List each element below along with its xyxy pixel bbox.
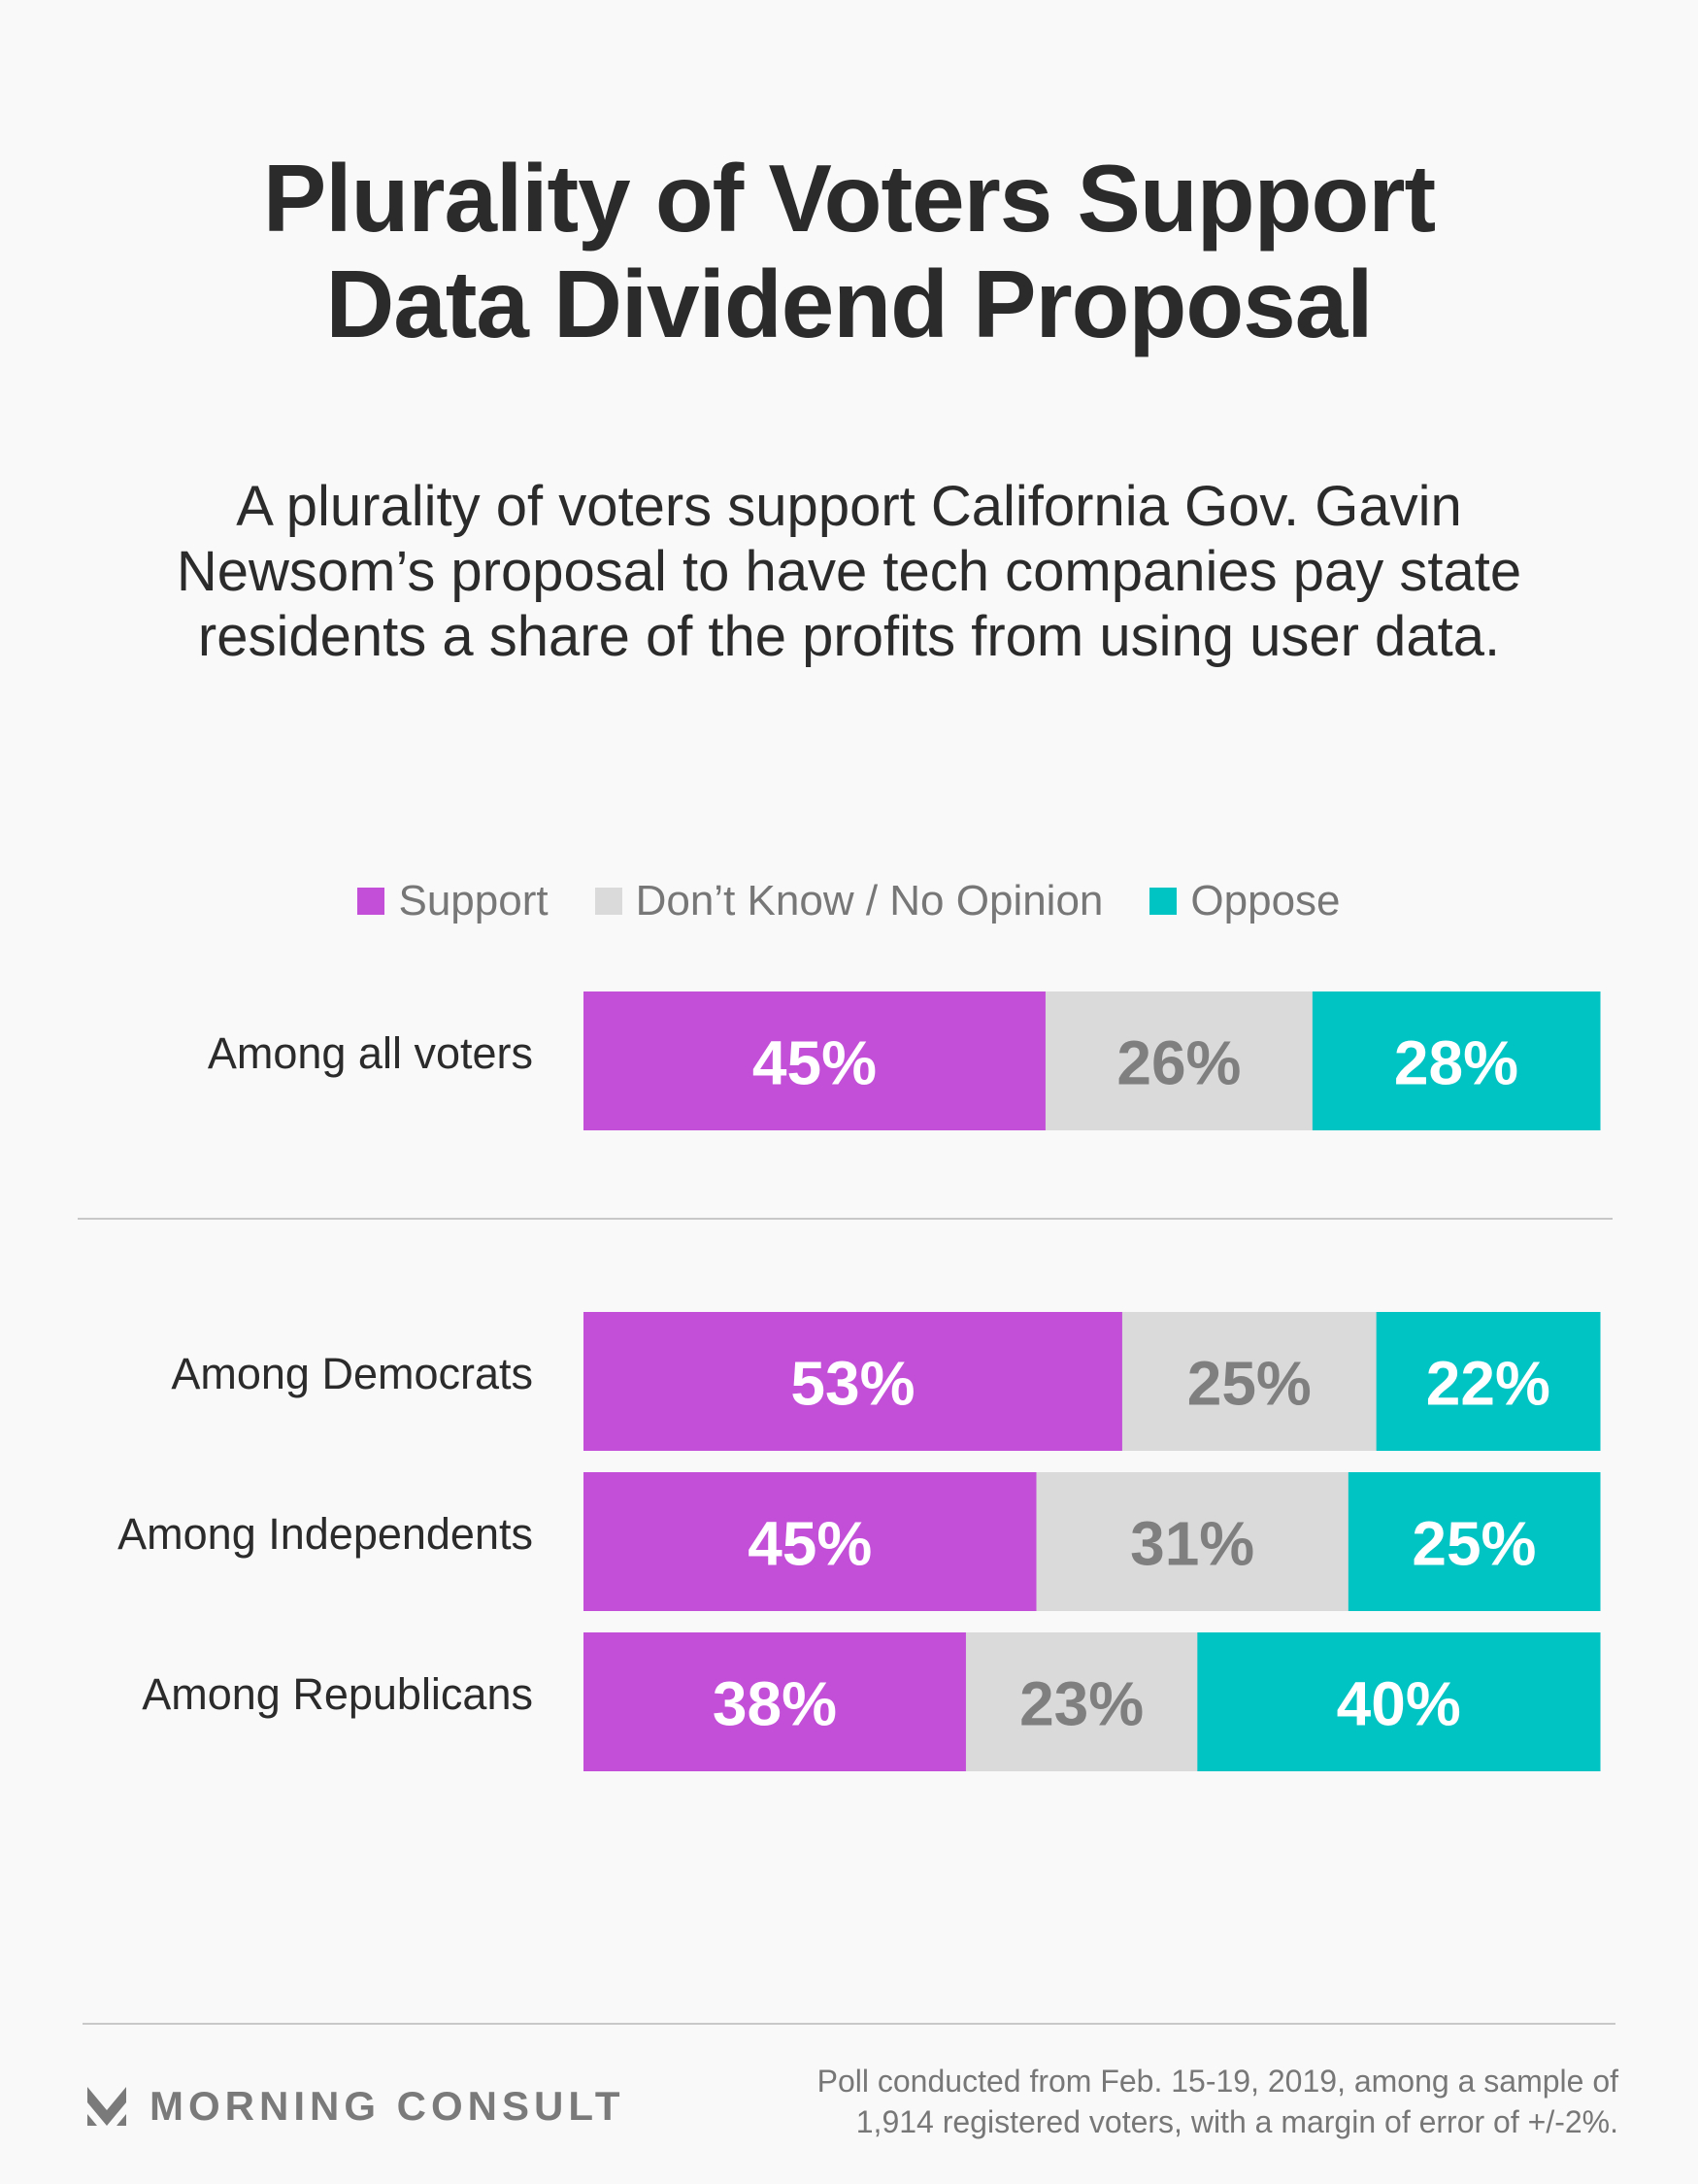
value-label-support-all-voters: 45% [752,1028,877,1098]
legend-item-dont-know: Don’t Know / No Opinion [594,874,1104,928]
legend-swatch-oppose [1149,888,1178,915]
row-label-democrats: Among Democrats [171,1348,533,1398]
brand-name: MORNING CONSULT [150,2083,625,2129]
bar-segment-support-republicans [583,1632,967,1771]
legend-item-support: Support [357,874,549,928]
value-label-dont-know-independents: 31% [1130,1509,1254,1579]
legend-label-dont-know: Don’t Know / No Opinion [635,877,1104,924]
value-label-support-independents: 45% [748,1509,872,1579]
bar-segment-dont-know-democrats [1121,1312,1378,1451]
bar-segment-dont-know-independents [1036,1472,1349,1611]
value-label-oppose-all-voters: 28% [1394,1028,1518,1098]
value-label-support-republicans: 38% [713,1669,837,1739]
value-label-oppose-independents: 25% [1412,1509,1536,1579]
row-label-all-voters: Among all voters [207,1027,533,1078]
legend-swatch-support [357,888,385,915]
footer-divider [83,2023,1615,2025]
value-label-dont-know-republicans: 23% [1019,1669,1144,1739]
brand-logo: MORNING CONSULT [87,2086,625,2127]
chart-title-line-2: Data Dividend Proposal [325,251,1373,357]
bar-row-independents: 45% 31% 25% [583,1472,1601,1611]
value-label-dont-know-democrats: 25% [1187,1349,1312,1419]
legend-swatch-dont-know [594,888,622,915]
footnote-line-1: Poll conducted from Feb. 15-19, 2019, am… [816,2064,1618,2099]
bar-segment-dont-know-republicans [965,1632,1198,1771]
subtitle-line-1: A plurality of voters support California… [236,475,1462,538]
bar-row-democrats: 53% 25% 22% [583,1312,1601,1451]
bar-segment-oppose-independents [1348,1472,1601,1611]
bar-segment-support-democrats [583,1312,1123,1451]
footnote: Poll conducted from Feb. 15-19, 2019, am… [817,2061,1618,2142]
row-label-independents: Among Independents [117,1508,533,1559]
chart-subtitle: A plurality of voters support California… [0,474,1698,669]
bar-segment-oppose-democrats [1376,1312,1601,1451]
bar-segment-oppose-republicans [1197,1632,1601,1771]
value-label-support-democrats: 53% [790,1349,915,1419]
value-label-oppose-democrats: 22% [1426,1349,1550,1419]
legend-item-oppose: Oppose [1149,874,1341,928]
bar-row-republicans: 38% 23% 40% [583,1632,1601,1771]
section-divider [78,1218,1613,1220]
legend-label-support: Support [398,877,549,924]
subtitle-line-2: Newsom’s proposal to have tech companies… [176,540,1522,603]
legend: Support Don’t Know / No Opinion Oppose [0,874,1698,928]
bar-segment-support-independents [583,1472,1037,1611]
bar-segment-support-all-voters [583,991,1047,1130]
value-label-dont-know-all-voters: 26% [1116,1028,1241,1098]
bar-row-all-voters: 45% 26% 28% [583,991,1601,1130]
chart-title-line-1: Plurality of Voters Support [262,145,1436,252]
bar-segment-dont-know-all-voters [1045,991,1314,1130]
bar-segment-oppose-all-voters [1312,991,1601,1130]
row-label-republicans: Among Republicans [142,1668,533,1719]
morning-consult-logo-icon [87,2087,126,2126]
footnote-line-2: 1,914 registered voters, with a margin o… [855,2104,1618,2139]
legend-label-oppose: Oppose [1190,877,1341,924]
subtitle-line-3: residents a share of the profits from us… [197,605,1501,668]
value-label-oppose-republicans: 40% [1337,1669,1461,1739]
chart-title: Plurality of Voters Support Data Dividen… [0,146,1698,357]
